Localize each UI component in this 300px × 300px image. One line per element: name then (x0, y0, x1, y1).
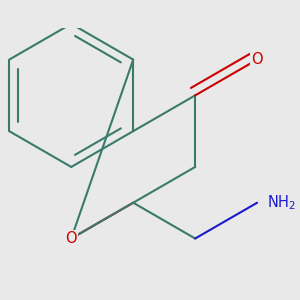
Text: O: O (251, 52, 263, 67)
Text: NH$_2$: NH$_2$ (267, 194, 296, 212)
Text: O: O (65, 231, 77, 246)
